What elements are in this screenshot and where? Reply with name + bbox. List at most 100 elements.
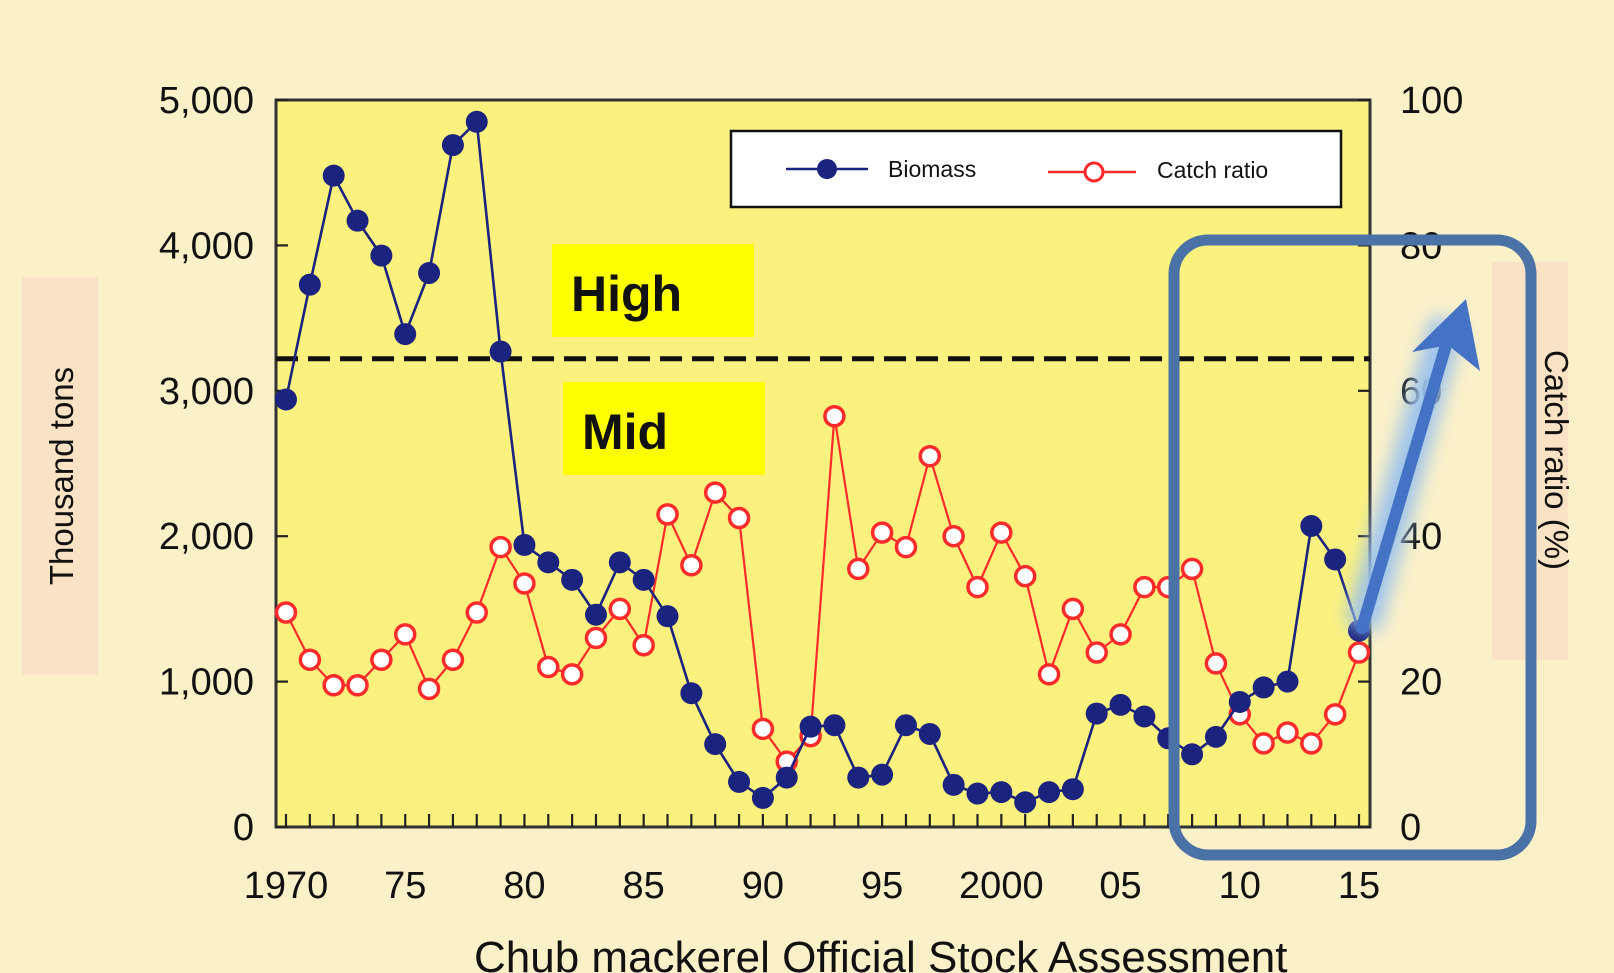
biomass-point bbox=[275, 388, 297, 411]
x-tick-label: 1970 bbox=[244, 865, 329, 907]
trend-arrow-icon bbox=[1345, 299, 1480, 634]
biomass-point bbox=[775, 766, 798, 789]
catch-ratio-point bbox=[1204, 652, 1228, 675]
catch-ratio-point bbox=[1347, 641, 1371, 664]
axis-ticks bbox=[276, 98, 1370, 829]
x-tick-label: 85 bbox=[623, 865, 665, 907]
biomass-point bbox=[394, 323, 417, 346]
biomass-point bbox=[1181, 743, 1204, 766]
legend-catch-label: Catch ratio bbox=[1157, 157, 1268, 183]
biomass-point bbox=[847, 766, 870, 789]
biomass-point bbox=[966, 782, 989, 805]
high-label-box bbox=[552, 244, 754, 337]
catch-ratio-point bbox=[656, 503, 679, 526]
catch-ratio-point bbox=[1276, 721, 1299, 744]
x-tick-label: 95 bbox=[861, 865, 903, 907]
biomass-point bbox=[751, 786, 774, 809]
catch-ratio-point bbox=[346, 673, 369, 697]
biomass-series-line bbox=[284, 119, 1361, 804]
x-tick-label: 75 bbox=[384, 865, 426, 907]
catch-ratio-point bbox=[1252, 732, 1275, 755]
legend: Biomass Catch ratio bbox=[729, 129, 1343, 209]
catch-ratio-point bbox=[298, 648, 322, 672]
biomass-point bbox=[823, 714, 846, 737]
y2-tick-label: 0 bbox=[1400, 807, 1421, 849]
biomass-point bbox=[1252, 676, 1275, 699]
y2-tick-label: 100 bbox=[1400, 80, 1463, 122]
catch-ratio-point bbox=[680, 554, 703, 577]
catch-ratio-point bbox=[942, 524, 965, 548]
biomass-point bbox=[1133, 705, 1156, 728]
biomass-point bbox=[1228, 690, 1251, 713]
biomass-point bbox=[322, 164, 345, 187]
catch-ratio-point bbox=[417, 677, 441, 701]
high-label: High bbox=[571, 266, 682, 322]
y-axis-title: Thousand tons bbox=[43, 367, 80, 585]
biomass-point bbox=[871, 763, 894, 786]
mid-label-box bbox=[563, 382, 765, 475]
catch-ratio-point bbox=[1180, 557, 1204, 581]
biomass-point bbox=[1300, 515, 1323, 538]
catch-ratio-point bbox=[1323, 703, 1347, 726]
catch-ratio-point bbox=[1300, 732, 1323, 755]
biomass-point bbox=[680, 682, 703, 705]
catch-ratio-point bbox=[274, 601, 298, 624]
biomass-point bbox=[894, 714, 917, 737]
biomass-point bbox=[1014, 791, 1037, 814]
catch-ratio-point bbox=[1109, 623, 1132, 646]
y-tick-label: 0 bbox=[233, 807, 254, 849]
catch-ratio-point bbox=[966, 575, 989, 599]
biomass-point bbox=[728, 770, 751, 793]
y-tick-label: 5,000 bbox=[159, 80, 254, 122]
recent-years-highlight bbox=[1168, 234, 1537, 861]
x-tick-label: 05 bbox=[1099, 865, 1141, 907]
x-tick-label: 90 bbox=[742, 865, 784, 907]
x-tick-label: 10 bbox=[1219, 865, 1261, 907]
biomass-point bbox=[346, 209, 369, 232]
biomass-point bbox=[465, 110, 488, 133]
catch-ratio-point bbox=[727, 506, 751, 530]
catch-ratio-point bbox=[1133, 575, 1156, 599]
biomass-point bbox=[990, 781, 1013, 804]
catch-ratio-point bbox=[918, 444, 942, 468]
x-tick-label: 15 bbox=[1338, 865, 1380, 907]
biomass-point bbox=[584, 603, 607, 626]
catch-ratio-point bbox=[990, 521, 1013, 544]
catch-ratio-series-line bbox=[285, 416, 1361, 764]
legend-biomass-label: Biomass bbox=[888, 156, 976, 182]
biomass-point bbox=[799, 715, 822, 738]
catch-ratio-point bbox=[1013, 564, 1037, 588]
catch-ratio-point bbox=[489, 535, 512, 559]
catch-ratio-point bbox=[513, 572, 536, 595]
catch-ratio-point bbox=[870, 521, 894, 544]
y2-tick-label: 20 bbox=[1400, 662, 1442, 704]
catch-ratio-point bbox=[537, 655, 560, 679]
catch-ratio-point bbox=[465, 601, 489, 624]
catch-ratio-point bbox=[441, 648, 465, 672]
x-tick-label: 2000 bbox=[959, 865, 1044, 907]
biomass-point bbox=[942, 773, 965, 796]
biomass-point bbox=[608, 551, 631, 574]
biomass-point bbox=[489, 340, 512, 363]
catch-ratio-point bbox=[823, 404, 846, 428]
y-tick-label: 3,000 bbox=[159, 371, 254, 413]
catch-ratio-point bbox=[1061, 597, 1085, 621]
y-tick-label: 1,000 bbox=[159, 662, 254, 704]
catch-ratio-point bbox=[322, 673, 345, 697]
caption: Chub mackerel Official Stock Assessment bbox=[474, 933, 1288, 973]
catch-ratio-point bbox=[608, 597, 632, 621]
biomass-point bbox=[918, 722, 941, 745]
series-layer bbox=[274, 110, 1371, 814]
catch-ratio-point bbox=[1037, 663, 1061, 686]
y-axis-title-box bbox=[22, 277, 98, 675]
biomass-point bbox=[656, 605, 679, 628]
catch-ratio-point bbox=[894, 535, 918, 559]
mid-label: Mid bbox=[582, 404, 668, 460]
catch-ratio-point bbox=[370, 648, 393, 672]
biomass-point bbox=[1324, 548, 1347, 571]
biomass-point bbox=[1276, 670, 1299, 693]
biomass-point bbox=[418, 262, 441, 285]
biomass-point bbox=[561, 568, 584, 591]
catch-ratio-point bbox=[1085, 641, 1108, 664]
